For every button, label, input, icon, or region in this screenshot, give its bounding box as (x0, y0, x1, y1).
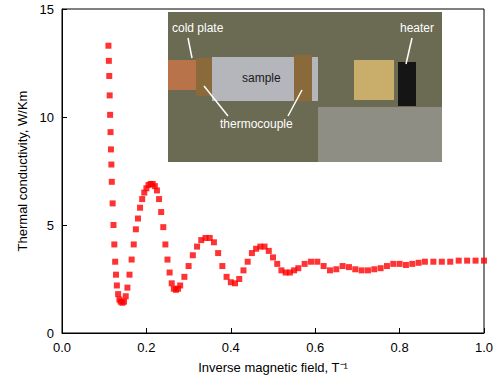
svg-text:Inverse magnetic field, T⁻¹: Inverse magnetic field, T⁻¹ (198, 360, 348, 375)
svg-text:0.6: 0.6 (306, 340, 324, 355)
svg-text:0.2: 0.2 (137, 340, 155, 355)
svg-text:sample: sample (242, 71, 281, 85)
svg-text:1.0: 1.0 (475, 340, 493, 355)
svg-text:0.0: 0.0 (53, 340, 71, 355)
svg-text:0: 0 (47, 326, 54, 341)
svg-text:Thermal conductivity, W/Km: Thermal conductivity, W/Km (15, 91, 30, 252)
svg-text:0.4: 0.4 (222, 340, 240, 355)
svg-text:heater: heater (400, 21, 434, 35)
svg-text:cold plate: cold plate (172, 21, 224, 35)
svg-text:15: 15 (40, 2, 54, 17)
svg-text:0.8: 0.8 (391, 340, 409, 355)
svg-text:5: 5 (47, 218, 54, 233)
svg-text:10: 10 (40, 110, 54, 125)
svg-text:thermocouple: thermocouple (220, 117, 293, 131)
